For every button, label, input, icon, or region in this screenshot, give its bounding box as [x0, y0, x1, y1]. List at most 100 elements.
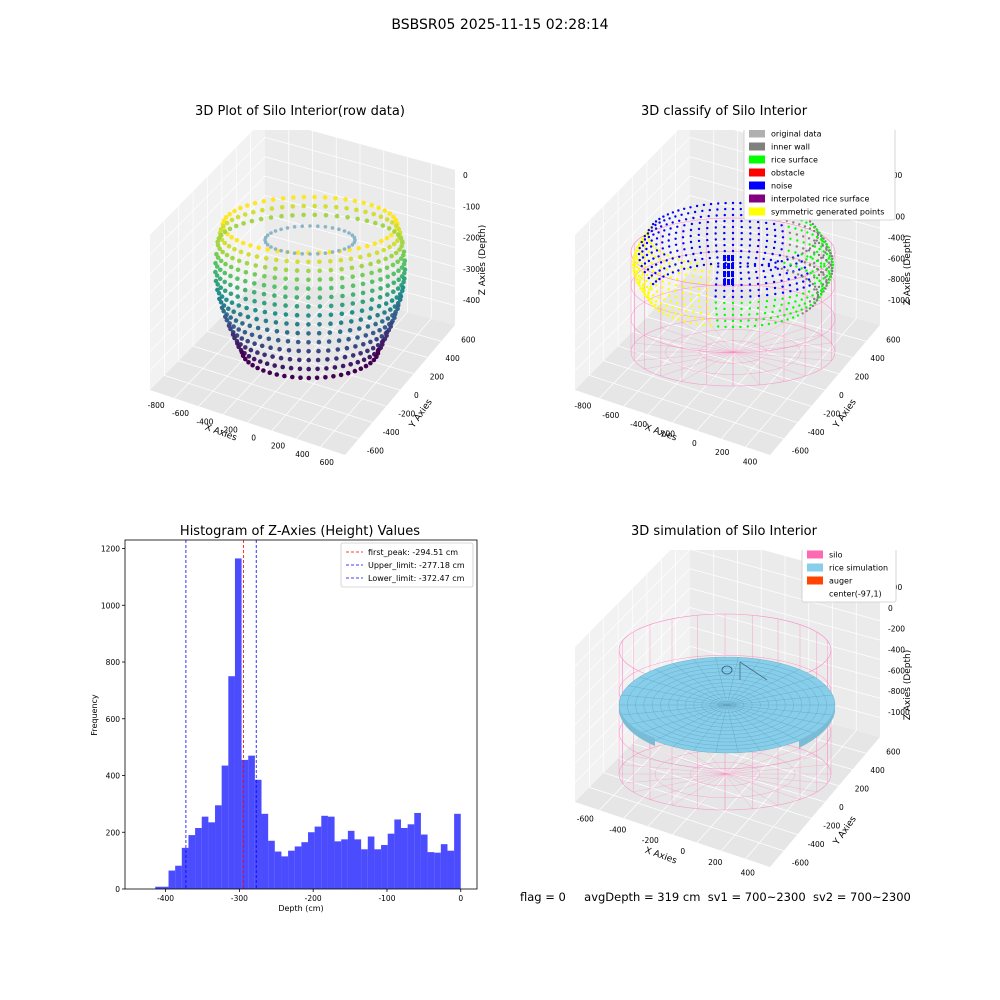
- data-point: [269, 206, 275, 211]
- classified-point: [787, 249, 790, 252]
- classified-point: [698, 305, 701, 309]
- classified-point: [668, 262, 671, 265]
- classified-point: [692, 252, 695, 256]
- data-point: [395, 238, 400, 243]
- classified-point: [749, 226, 752, 229]
- classified-point: [690, 222, 694, 226]
- classified-point: [706, 306, 710, 310]
- grid-line: [574, 587, 691, 706]
- classified-point: [794, 251, 797, 254]
- data-point: [379, 238, 384, 244]
- classified-point: [699, 311, 703, 315]
- data-point: [236, 303, 242, 308]
- classified-point: [723, 313, 726, 317]
- data-point: [328, 276, 334, 282]
- data-point: [390, 262, 396, 268]
- data-point: [389, 253, 394, 259]
- classified-point: [820, 245, 823, 248]
- panel4-legend-swatch: [807, 550, 823, 559]
- histogram-bar: [321, 815, 328, 889]
- classified-point: [699, 251, 703, 255]
- classified-point: [632, 269, 635, 273]
- data-point: [360, 290, 366, 296]
- classified-point: [658, 221, 661, 224]
- silo-spoke: [724, 755, 817, 775]
- classified-point: [800, 308, 803, 311]
- rice-surface-spoke: [726, 704, 826, 725]
- classified-point: [638, 258, 641, 262]
- classified-point: [659, 302, 663, 305]
- panel1-ytick: -600: [367, 447, 384, 456]
- data-point: [240, 321, 245, 326]
- classified-point: [677, 318, 680, 321]
- data-point: [235, 276, 240, 281]
- classified-point: [641, 237, 644, 240]
- grid-line: [689, 568, 881, 622]
- classified-point: [677, 269, 680, 272]
- classified-point: [640, 264, 643, 268]
- classified-point: [714, 238, 717, 241]
- classified-point: [666, 213, 670, 216]
- data-point: [335, 347, 341, 352]
- classified-point: [723, 225, 726, 229]
- data-point: [350, 283, 356, 288]
- classified-point: [780, 267, 783, 270]
- data-point: [246, 252, 251, 257]
- classified-point: [746, 262, 749, 265]
- data-point: [224, 297, 229, 303]
- classified-point: [806, 231, 809, 234]
- classified-point: [648, 288, 651, 291]
- classified-point: [765, 305, 768, 309]
- data-point: [344, 345, 350, 351]
- data-point: [279, 213, 284, 219]
- classified-point: [652, 233, 655, 236]
- classified-point: [706, 288, 709, 292]
- classified-point: [638, 267, 641, 270]
- classified-point: [641, 273, 644, 276]
- classified-point: [638, 243, 641, 246]
- classified-point: [822, 277, 825, 280]
- classified-point: [651, 244, 655, 248]
- classified-point: [827, 266, 831, 269]
- classified-point: [731, 325, 735, 329]
- data-point: [376, 303, 382, 309]
- classified-point: [695, 204, 699, 208]
- classified-point: [647, 250, 650, 254]
- classified-point: [748, 277, 751, 280]
- classified-point: [648, 299, 651, 302]
- data-point: [260, 207, 265, 213]
- classified-point: [765, 227, 769, 231]
- data-point: [352, 198, 358, 204]
- data-point: [254, 254, 260, 259]
- classified-point: [665, 304, 668, 307]
- classified-point: [740, 231, 743, 235]
- data-point: [279, 227, 283, 232]
- data-point: [339, 311, 345, 317]
- histogram-bar: [195, 828, 202, 889]
- classified-point: [813, 261, 816, 265]
- classified-point: [731, 307, 735, 311]
- classified-point: [650, 226, 653, 229]
- data-point: [377, 328, 382, 333]
- classified-point: [816, 276, 819, 280]
- panel2-ztick: -800: [888, 275, 905, 284]
- classified-point: [709, 262, 713, 266]
- classified-point: [809, 255, 812, 259]
- panel2-legend-swatch: [749, 207, 765, 216]
- panel2-xtick: -400: [630, 420, 647, 429]
- data-point: [229, 217, 235, 223]
- classified-point: [731, 319, 735, 323]
- data-point: [316, 330, 322, 336]
- data-point: [285, 250, 290, 254]
- data-point: [286, 348, 292, 353]
- data-point: [275, 337, 281, 343]
- data-point: [250, 362, 255, 368]
- panel2-legend-label: rice surface: [771, 156, 818, 165]
- data-point: [306, 304, 311, 309]
- classified-point: [827, 261, 831, 264]
- classified-point: [739, 261, 742, 265]
- classified-point: [811, 304, 815, 308]
- classified-point: [655, 284, 658, 287]
- classified-point: [748, 250, 751, 253]
- histogram-bar: [254, 779, 262, 889]
